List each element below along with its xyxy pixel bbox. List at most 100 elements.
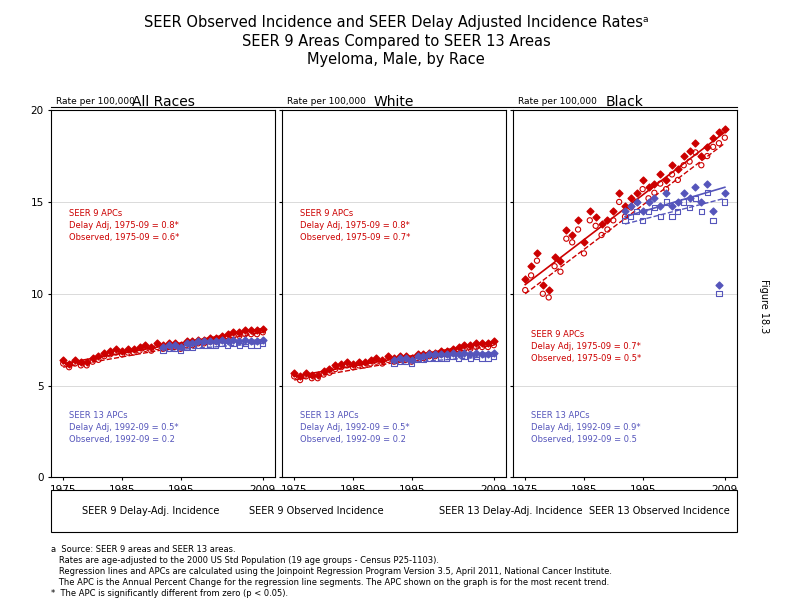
Point xyxy=(713,289,725,299)
Point xyxy=(440,349,453,359)
Point xyxy=(458,344,470,354)
Point xyxy=(57,359,70,368)
Point xyxy=(347,359,360,368)
Point xyxy=(665,201,678,211)
Point xyxy=(619,212,631,222)
Text: SEER 9 APCs
Delay Adj, 1975-09 = 0.8*
Observed, 1975-09 = 0.6*: SEER 9 APCs Delay Adj, 1975-09 = 0.8* Ob… xyxy=(70,209,180,242)
Point xyxy=(642,206,655,216)
Point xyxy=(548,261,561,271)
Point xyxy=(683,193,696,203)
Point xyxy=(435,346,447,356)
Point xyxy=(584,206,596,216)
Point xyxy=(227,327,240,337)
Point xyxy=(370,357,383,367)
Point xyxy=(536,289,549,299)
Point xyxy=(110,348,123,357)
Point xyxy=(619,201,631,211)
Point xyxy=(718,197,731,207)
Point xyxy=(162,340,175,350)
Text: Rate per 100,000: Rate per 100,000 xyxy=(287,97,366,106)
Point xyxy=(233,337,246,346)
Point xyxy=(341,360,353,370)
Point xyxy=(174,344,187,354)
Point xyxy=(299,371,312,381)
Point xyxy=(399,357,412,367)
Text: SEER 9 Observed Incidence: SEER 9 Observed Incidence xyxy=(249,506,383,516)
Point xyxy=(417,349,430,359)
Point xyxy=(294,371,307,381)
Point xyxy=(192,335,204,345)
Point xyxy=(192,338,204,348)
Point xyxy=(648,188,661,198)
Point xyxy=(323,364,336,374)
Point xyxy=(452,342,465,352)
Point xyxy=(157,346,169,356)
Point xyxy=(476,342,489,352)
Point xyxy=(536,280,549,289)
Point xyxy=(572,225,584,234)
Text: SEER 9 Areas Compared to SEER 13 Areas: SEER 9 Areas Compared to SEER 13 Areas xyxy=(242,34,550,49)
Point xyxy=(116,346,128,356)
Point xyxy=(364,359,377,368)
Point xyxy=(654,179,667,188)
Point xyxy=(215,331,228,341)
Point xyxy=(417,353,430,363)
Point xyxy=(198,340,211,350)
Point xyxy=(406,359,418,368)
Point xyxy=(245,337,257,346)
Point xyxy=(642,182,655,192)
Point xyxy=(352,360,365,370)
Point xyxy=(560,225,573,234)
Point xyxy=(554,256,567,266)
Point xyxy=(482,353,494,363)
Point xyxy=(145,342,158,352)
Point xyxy=(387,353,400,363)
Point xyxy=(341,357,353,367)
Point xyxy=(157,342,169,352)
Point xyxy=(63,359,75,368)
Point xyxy=(440,349,453,359)
Point xyxy=(98,351,111,361)
Point xyxy=(660,197,672,207)
Point xyxy=(718,124,731,133)
Point xyxy=(435,353,447,363)
Point xyxy=(382,355,394,365)
Point xyxy=(488,351,501,361)
Point xyxy=(565,230,578,240)
Point xyxy=(677,197,690,207)
Point xyxy=(186,340,199,350)
Text: *  The APC is significantly different from zero (p < 0.05).: * The APC is significantly different fro… xyxy=(51,589,288,598)
Point xyxy=(423,349,436,359)
X-axis label: Year of Diagnosis: Year of Diagnosis xyxy=(118,498,208,508)
Point xyxy=(672,206,684,216)
Point xyxy=(440,353,453,363)
Point xyxy=(417,351,430,361)
Point xyxy=(672,164,684,174)
Point xyxy=(695,206,708,216)
Point xyxy=(69,355,82,365)
Point xyxy=(306,370,318,379)
Point xyxy=(665,212,678,222)
Point xyxy=(74,360,87,370)
Text: SEER 13 APCs
Delay Adj, 1992-09 = 0.9*
Observed, 1992-09 = 0.5: SEER 13 APCs Delay Adj, 1992-09 = 0.9* O… xyxy=(531,411,641,444)
Point xyxy=(607,215,619,225)
Point xyxy=(429,506,442,516)
Point xyxy=(596,230,608,240)
Point xyxy=(630,206,643,216)
Point xyxy=(435,349,447,359)
Text: SEER 9 APCs
Delay Adj, 1975-09 = 0.7*
Observed, 1975-09 = 0.5*: SEER 9 APCs Delay Adj, 1975-09 = 0.7* Ob… xyxy=(531,330,642,363)
Point xyxy=(250,340,263,350)
Point xyxy=(464,353,477,363)
Point xyxy=(470,348,482,357)
Point xyxy=(411,349,424,359)
Point xyxy=(447,348,459,357)
Point xyxy=(435,349,447,359)
Point xyxy=(257,335,269,345)
Text: SEER 13 Observed Incidence: SEER 13 Observed Incidence xyxy=(589,506,730,516)
Point xyxy=(482,338,494,348)
Point xyxy=(250,337,263,346)
Point xyxy=(257,327,269,337)
Point xyxy=(311,370,324,379)
Point xyxy=(162,344,175,354)
Point xyxy=(198,338,211,348)
